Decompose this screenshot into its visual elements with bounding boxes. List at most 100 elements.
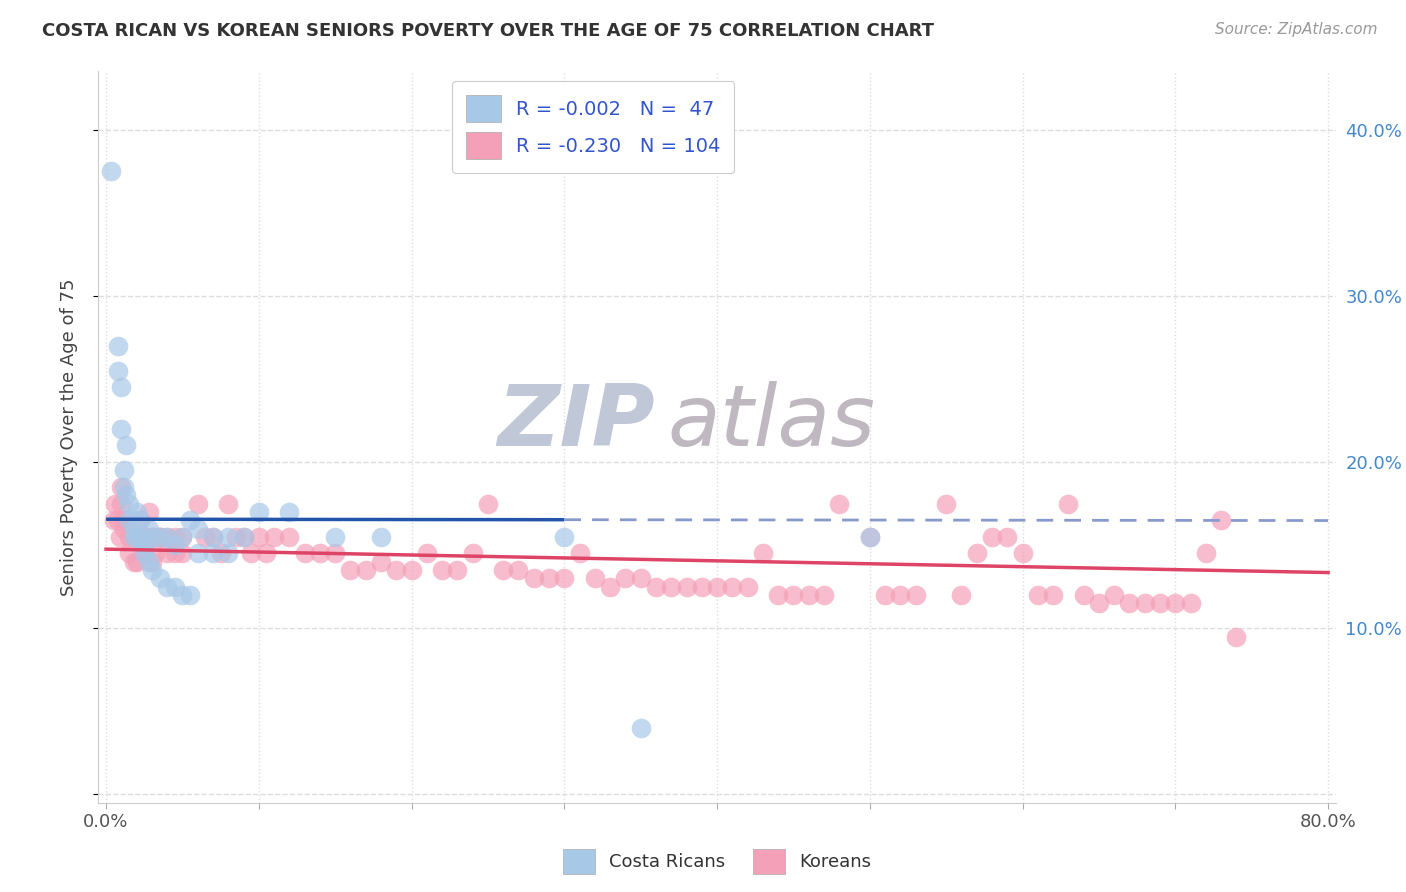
Point [148,530,170,544]
Point [128,513,150,527]
Point [100,164,122,178]
Point [568,546,591,560]
Text: COSTA RICAN VS KOREAN SENIORS POVERTY OVER THE AGE OF 75 CORRELATION CHART: COSTA RICAN VS KOREAN SENIORS POVERTY OV… [42,22,934,40]
Text: ZIP: ZIP [498,381,655,464]
Point [1073,588,1095,602]
Point [125,505,148,519]
Point [416,546,439,560]
Point [187,546,209,560]
Point [141,555,163,569]
Point [125,530,148,544]
Point [1042,588,1064,602]
Point [232,530,254,544]
Point [1164,596,1187,610]
Point [118,497,141,511]
Point [1026,588,1049,602]
Point [217,546,239,560]
Point [148,530,170,544]
Point [112,463,135,477]
Point [323,530,346,544]
Point [675,580,697,594]
Point [782,588,804,602]
Point [813,588,835,602]
Point [107,363,129,377]
Point [278,505,301,519]
Point [889,588,911,602]
Point [115,488,138,502]
Point [103,513,125,527]
Point [128,513,150,527]
Point [1225,630,1247,644]
Text: Source: ZipAtlas.com: Source: ZipAtlas.com [1215,22,1378,37]
Point [721,580,744,594]
Point [645,580,668,594]
Point [737,580,759,594]
Point [1211,513,1233,527]
Point [614,571,637,585]
Point [1149,596,1171,610]
Point [110,480,132,494]
Point [1057,497,1080,511]
Point [859,530,882,544]
Point [143,546,166,560]
Legend: Costa Ricans, Koreans: Costa Ricans, Koreans [555,841,879,881]
Point [163,538,186,552]
Point [659,580,682,594]
Point [172,530,194,544]
Point [172,546,194,560]
Y-axis label: Seniors Poverty Over the Age of 75: Seniors Poverty Over the Age of 75 [59,278,77,596]
Point [125,555,148,569]
Point [217,530,239,544]
Point [128,530,150,544]
Point [201,546,224,560]
Point [950,588,973,602]
Point [104,497,127,511]
Point [115,438,138,452]
Point [240,546,263,560]
Point [122,530,145,544]
Point [385,563,408,577]
Point [225,530,247,544]
Point [294,546,316,560]
Point [766,588,789,602]
Point [370,530,392,544]
Point [537,571,560,585]
Point [1102,588,1125,602]
Point [156,530,179,544]
Point [122,530,145,544]
Point [523,571,546,585]
Point [875,588,897,602]
Point [141,530,163,544]
Point [118,530,141,544]
Point [138,555,160,569]
Point [201,530,224,544]
Point [156,546,179,560]
Point [201,530,224,544]
Point [172,530,194,544]
Point [112,480,135,494]
Point [134,546,156,560]
Point [752,546,775,560]
Point [492,563,515,577]
Point [163,580,186,594]
Point [446,563,468,577]
Point [263,530,285,544]
Point [553,530,575,544]
Point [1133,596,1156,610]
Point [553,571,575,585]
Point [107,513,129,527]
Point [278,530,301,544]
Point [430,563,453,577]
Point [995,530,1018,544]
Point [461,546,484,560]
Point [156,580,179,594]
Point [1118,596,1140,610]
Point [138,505,160,519]
Point [630,721,652,735]
Point [508,563,530,577]
Point [141,530,163,544]
Point [354,563,377,577]
Point [172,588,194,602]
Point [706,580,728,594]
Point [401,563,423,577]
